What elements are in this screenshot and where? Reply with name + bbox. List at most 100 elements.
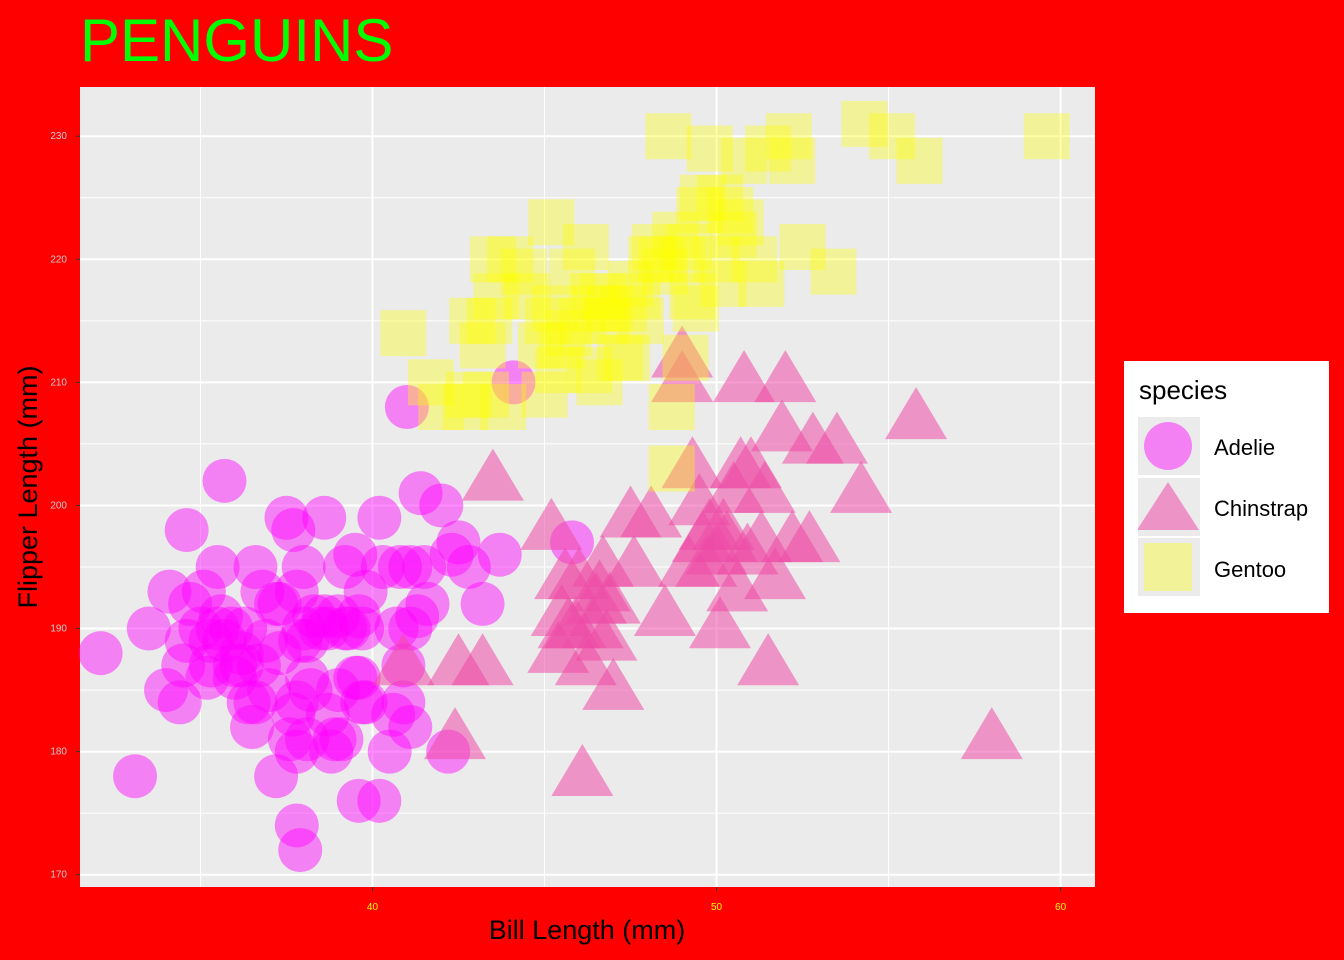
x-tick-label: 50 bbox=[711, 902, 723, 913]
adelie-point bbox=[371, 692, 416, 737]
gentoo-point bbox=[535, 347, 582, 394]
adelie-point bbox=[212, 643, 257, 688]
adelie-point bbox=[271, 692, 316, 737]
gentoo-point bbox=[666, 224, 712, 270]
triangle-icon bbox=[1137, 482, 1199, 530]
gentoo-point bbox=[659, 236, 706, 283]
adelie-point bbox=[271, 508, 316, 553]
y-tick-label: 230 bbox=[50, 131, 67, 142]
adelie-point bbox=[384, 385, 429, 429]
gentoo-point bbox=[569, 273, 616, 320]
gentoo-point bbox=[648, 384, 695, 430]
chinstrap-point bbox=[744, 547, 807, 600]
adelie-point bbox=[398, 471, 443, 516]
adelie-point bbox=[343, 680, 388, 725]
adelie-point bbox=[113, 754, 158, 799]
chinstrap-point bbox=[372, 633, 435, 686]
data-points bbox=[78, 100, 1070, 873]
x-tick-label: 60 bbox=[1055, 902, 1067, 913]
adelie-point bbox=[257, 631, 302, 676]
adelie-point bbox=[202, 618, 247, 663]
y-tick-label: 200 bbox=[50, 500, 67, 511]
adelie-point bbox=[157, 680, 202, 725]
adelie-point bbox=[388, 545, 433, 589]
adelie-point bbox=[336, 655, 381, 700]
gentoo-point bbox=[617, 297, 664, 344]
chart-title: PENGUINS bbox=[80, 7, 393, 74]
gentoo-point bbox=[521, 371, 568, 418]
gentoo-point bbox=[676, 187, 723, 234]
gentoo-point bbox=[562, 224, 609, 270]
gentoo-point bbox=[707, 187, 754, 234]
gentoo-point bbox=[459, 322, 506, 369]
legend: species Adelie Chinstrap Gentoo bbox=[1124, 361, 1329, 613]
gentoo-point bbox=[641, 248, 688, 295]
adelie-point bbox=[285, 618, 330, 663]
adelie-point bbox=[381, 680, 426, 725]
adelie-point bbox=[477, 532, 522, 577]
adelie-point bbox=[247, 668, 292, 713]
gentoo-point bbox=[672, 285, 719, 332]
adelie-point bbox=[147, 569, 192, 614]
adelie-point bbox=[195, 606, 240, 651]
circle-icon bbox=[1144, 422, 1192, 470]
y-tick-label: 210 bbox=[50, 377, 67, 388]
chinstrap-point bbox=[830, 460, 893, 513]
gentoo-point bbox=[531, 285, 578, 332]
adelie-point bbox=[336, 778, 381, 823]
adelie-point bbox=[195, 545, 240, 589]
chinstrap-point bbox=[461, 448, 524, 501]
adelie-point bbox=[278, 828, 323, 873]
adelie-point bbox=[419, 483, 464, 528]
chinstrap-point bbox=[451, 633, 514, 686]
gentoo-point bbox=[841, 100, 888, 147]
gentoo-point bbox=[597, 334, 644, 381]
chinstrap-point bbox=[575, 608, 638, 661]
legend-label-gentoo: Gentoo bbox=[1214, 557, 1287, 582]
adelie-point bbox=[257, 581, 302, 626]
legend-key-chinstrap bbox=[1137, 478, 1200, 536]
adelie-point bbox=[178, 606, 223, 651]
adelie-point bbox=[212, 655, 257, 700]
adelie-point bbox=[319, 717, 364, 762]
legend-label-chinstrap: Chinstrap bbox=[1214, 496, 1309, 521]
adelie-point bbox=[302, 594, 347, 639]
y-tick-label: 190 bbox=[50, 624, 67, 635]
adelie-point bbox=[405, 581, 450, 626]
adelie-point bbox=[309, 729, 354, 774]
gentoo-point bbox=[579, 273, 626, 320]
gentoo-point bbox=[524, 297, 571, 344]
x-tick-label: 40 bbox=[367, 902, 379, 913]
gentoo-point bbox=[686, 125, 733, 172]
square-icon bbox=[1144, 543, 1192, 591]
adelie-point bbox=[326, 606, 371, 651]
gentoo-point bbox=[717, 199, 764, 246]
chinstrap-point bbox=[551, 743, 614, 796]
gentoo-point bbox=[779, 224, 826, 270]
adelie-point bbox=[343, 569, 388, 614]
gentoo-point bbox=[628, 236, 675, 283]
gentoo-point bbox=[669, 273, 716, 320]
chinstrap-point bbox=[633, 583, 696, 636]
gentoo-point bbox=[528, 199, 575, 246]
adelie-point bbox=[285, 655, 330, 700]
gentoo-point bbox=[559, 297, 606, 344]
adelie-point bbox=[316, 594, 361, 639]
gentoo-point bbox=[648, 445, 695, 492]
adelie-point bbox=[377, 545, 422, 589]
gentoo-point bbox=[600, 285, 647, 332]
gentoo-point bbox=[631, 224, 678, 270]
chinstrap-point bbox=[885, 387, 948, 440]
gentoo-point bbox=[710, 211, 757, 258]
adelie-point bbox=[236, 643, 281, 688]
gentoo-point bbox=[652, 211, 699, 258]
gentoo-point bbox=[731, 236, 778, 283]
gentoo-point bbox=[765, 113, 812, 160]
adelie-point bbox=[395, 594, 440, 639]
adelie-point bbox=[161, 643, 206, 688]
adelie-point bbox=[226, 680, 271, 725]
adelie-point bbox=[333, 532, 378, 577]
y-axis-title: Flipper Length (mm) bbox=[13, 365, 43, 608]
gentoo-point bbox=[487, 236, 534, 283]
